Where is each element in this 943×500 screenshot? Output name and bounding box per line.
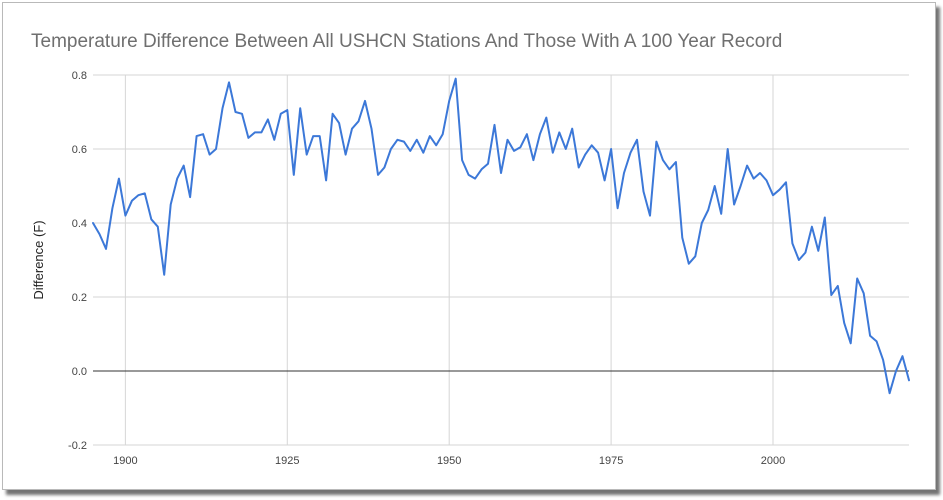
x-tick-label: 1950 [437,455,461,467]
x-tick-label: 1925 [275,455,299,467]
y-tick-label: 0.2 [72,292,87,304]
x-tick-label: 2000 [761,455,785,467]
series-line [92,77,910,395]
y-tick-label: 0.4 [72,218,87,230]
x-tick-label: 1975 [599,455,623,467]
y-axis-ticks: -0.2 0.0 0.2 0.4 0.6 0.8 [68,70,87,452]
series-layer [92,77,910,395]
x-axis-ticks: 1900 1925 1950 1975 2000 [113,455,785,467]
chart-title: Temperature Difference Between All USHCN… [31,31,783,52]
x-tick-label: 1900 [113,455,137,467]
chart-container: Temperature Difference Between All USHCN… [2,2,936,490]
y-tick-label: 0.0 [72,366,87,378]
gridlines [93,74,909,446]
line-chart: -0.2 0.0 0.2 0.4 0.6 0.8 1900 1925 1950 1975 2000… [31,70,910,467]
y-tick-label: -0.2 [68,440,87,452]
y-tick-label: 0.8 [72,70,87,82]
y-tick-label: 0.6 [72,144,87,156]
y-axis-title: Difference (F) [31,220,46,299]
